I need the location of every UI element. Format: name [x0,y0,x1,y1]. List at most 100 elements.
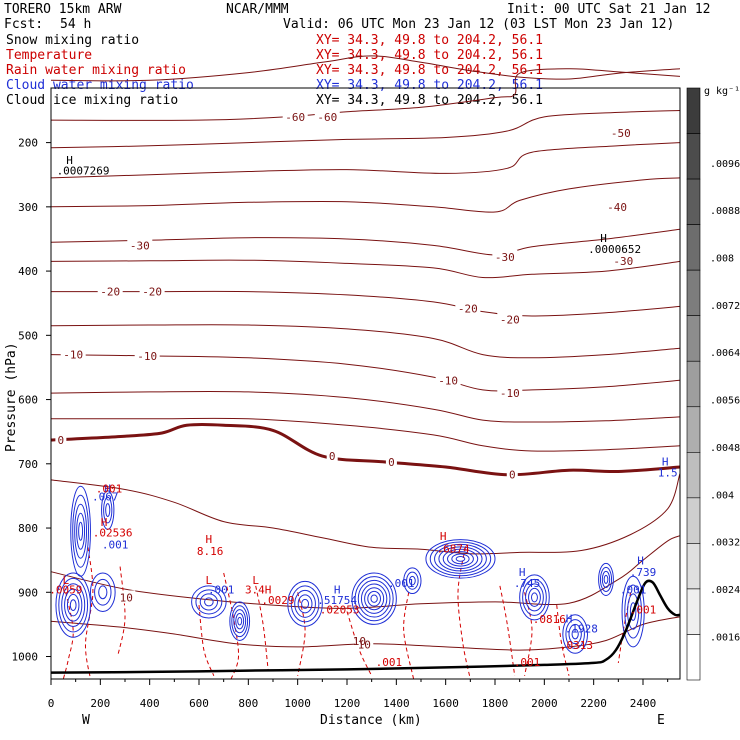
colorbar-segment [686,224,701,271]
isotherm-label: -50 [611,127,631,140]
isotherm-label-bg [497,312,523,326]
colorbar-label: .0056 [710,396,740,407]
cloud-contour [438,546,483,572]
rain-contour [499,585,516,676]
extremum-label: H [66,154,73,167]
colorbar-segment [686,178,701,225]
cloud-contour [603,574,609,584]
rain-contour [117,566,126,657]
rain-contour [62,592,74,680]
rain-contour [297,592,306,676]
y-tick-label: 300 [18,201,38,214]
extremum-label: H [566,612,573,625]
isotherm-label: -20 [142,286,162,299]
terrain-surface [50,579,681,674]
extremum-label: H [600,232,607,245]
x-tick-label: 1400 [383,697,410,710]
cloud-contour [233,609,247,634]
isotherm-label-bg [610,253,636,267]
cloud-contour [55,572,91,638]
extremum-label: L [252,574,259,587]
isotherm-label: -10 [63,349,83,362]
cloud-contour [528,587,541,607]
colorbar-segment [686,452,701,499]
cloud-contour [455,555,466,562]
cloud-contour [601,570,611,588]
colorbar: .0096 .0088 .008 .0072 .0064 .0056 .0048 .004 .0… [686,87,740,681]
x-tick-label: 2000 [531,697,558,710]
cloud-contour [360,583,388,614]
colorbar-label: .0064 [710,348,740,359]
isotherm-label: 0 [58,434,65,447]
extremum-label: .0816 [533,613,566,626]
x-tick-label: 0 [48,697,55,710]
cloud-contour [525,583,544,612]
y-tick-label: 1000 [12,651,39,664]
field-legend: Snow mixing ratio XY= 34.3, 49.8 to 204.… [6,33,543,108]
colorbar-segment [686,634,701,681]
cloud-contour [237,616,243,626]
cloud-contour [290,585,320,623]
isotherm-label: -20 [100,286,120,299]
field-xy-temperature: XY= 34.3, 49.8 to 204.2, 56.1 [316,48,543,63]
rain-contour [255,585,269,670]
isotherm-label-bg [139,284,165,298]
colorbar-segment [686,588,701,635]
cloud-contour [624,584,642,639]
cloud-contour [599,566,613,592]
cloud-contour [406,571,419,590]
y-tick-label: 200 [18,137,38,150]
colorbar-segment [686,543,701,590]
extremum-label: H [440,530,447,543]
model-title: TORERO 15km ARW [4,2,122,17]
extremum-label: .745 [514,577,541,590]
terrain-line [50,579,681,674]
extremum-label: H [334,584,341,597]
cloud-contour [58,577,89,633]
isotherm-label-bg [97,284,123,298]
cloud-contour [370,594,378,603]
isotherm-label-bg [314,109,340,123]
cloud-contour [434,543,487,574]
x-axis: 0 200 400 600 800 1000 1200 1400 1600 1800 2000 220… [48,679,669,710]
cloud-contour [74,503,88,559]
extremum-label: .739 [630,566,657,579]
cloud-water-contours [55,485,645,654]
extremum-label: L [206,574,213,587]
cloud-contour [72,494,89,568]
field-name-cloud-ice: Cloud ice mixing ratio [6,93,178,108]
cloud-contour [568,623,582,645]
isotherm-label: -10 [500,387,520,400]
colorbar-segment [686,315,701,362]
isotherm-label: -10 [137,350,157,363]
isotherm-label: -60 [285,111,305,124]
isotherm-label-bg [55,433,67,447]
isotherm-line [50,324,681,359]
extremum-label: 10 [353,635,366,648]
extremum-label: 3.4H [245,584,272,597]
extremum-label: H [206,533,213,546]
temperature-contour-labels: -60 -60 -50 -40 -30 -30 -30 -20 -20 -20 -20 -10 -10 -… [55,109,636,651]
cloud-contour [451,553,470,565]
isotherm-label: 0 [388,456,395,469]
y-tick-label: 500 [18,329,38,342]
field-name-temperature: Temperature [6,48,92,63]
valid-time: Valid: 06 UTC Mon 23 Jan 12 (03 LST Mon … [283,17,674,32]
colorbar-segment [686,269,701,316]
isotherm-label-bg [282,109,308,123]
extremum-label: .51754 [317,594,357,607]
isotherm-line [50,228,681,256]
isotherm-label: 10 [120,591,133,604]
colorbar-label: .0096 [710,159,740,170]
extremum-label: .02536 [93,526,133,539]
x-tick-label: 600 [189,697,209,710]
y-tick-label: 600 [18,394,38,407]
x-tick-label: 1600 [432,697,459,710]
isotherm-label-bg [455,301,481,315]
isotherm-label: 0 [329,450,336,463]
cloud-contour [629,602,637,621]
init-time: Init: 00 UTC Sat 21 Jan 12 [507,2,711,17]
isotherm-line [50,142,681,179]
isotherm-line [50,110,681,149]
